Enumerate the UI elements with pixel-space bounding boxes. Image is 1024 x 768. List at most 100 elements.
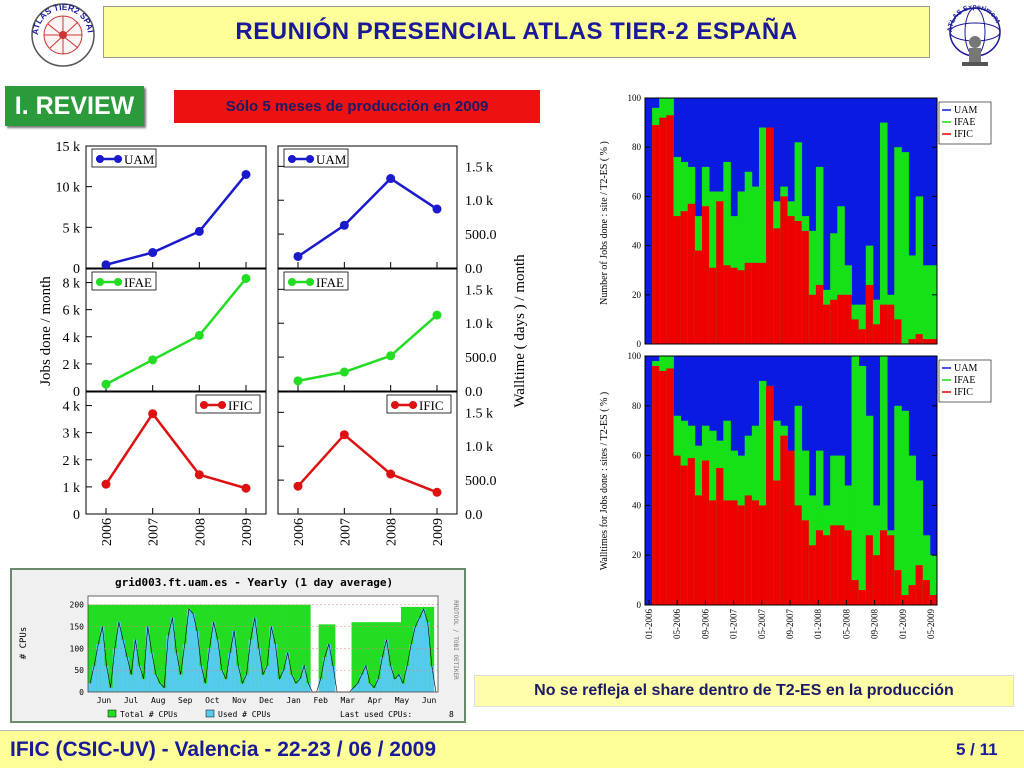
y-tick-label: 80 — [632, 142, 642, 152]
y-tick-label: 60 — [632, 451, 642, 461]
ifae-bar — [709, 191, 717, 344]
ific-bar — [787, 450, 795, 605]
data-point — [101, 260, 111, 270]
series-line — [104, 411, 247, 490]
page-number: 5 / 11 — [956, 740, 998, 759]
used-cpus-bar — [112, 648, 118, 692]
x-tick-label: Nov — [232, 696, 247, 705]
data-point — [148, 355, 158, 365]
data-point — [293, 251, 303, 261]
ifae-bar — [915, 480, 924, 605]
data-point — [432, 310, 442, 320]
legend-box — [91, 148, 157, 168]
y-tick-label: 80 — [632, 401, 642, 411]
ific-bar — [929, 595, 938, 605]
atlas-tier2-spain-logo: ATLAS TIER2 SPAIN — [28, 2, 96, 67]
used-cpus-bar — [425, 622, 431, 692]
legend-label: IFIC — [419, 398, 444, 413]
legend-marker — [96, 155, 104, 163]
total-cpus-bar — [376, 622, 381, 692]
legend-marker — [306, 155, 314, 163]
y-tick-label: 8 k — [63, 277, 81, 292]
y-tick-label: 20 — [632, 550, 642, 560]
cpu-graph-ylabel: # CPUs — [19, 627, 29, 660]
ific-bar — [709, 267, 717, 344]
x-tick-label: Mar — [341, 696, 356, 705]
data-point — [241, 273, 251, 283]
total-cpus-bar — [372, 622, 377, 692]
data-point — [293, 481, 303, 491]
used-cpus-bar — [199, 665, 204, 692]
y-tick-label: 0.0 — [465, 385, 483, 400]
y-tick-label: 6 k — [63, 304, 81, 319]
used-cpus-bar — [376, 678, 381, 692]
ific-bar — [844, 294, 852, 344]
legend-marker — [391, 401, 399, 409]
ifae-bar — [830, 233, 838, 344]
used-cpus-bar — [158, 683, 163, 692]
cpu-graph-side-label: RRDTOOL / TOBI OETIKER — [452, 600, 459, 680]
y-tick-label: 0 — [79, 688, 84, 697]
ific-bar — [687, 203, 696, 344]
y-tick-label: 1.5 k — [465, 406, 493, 421]
used-cpus-bar — [174, 652, 179, 692]
used-cpus-bar — [372, 687, 377, 692]
y-tick-label: 2 k — [63, 454, 81, 469]
ific-bar — [794, 505, 803, 605]
ific-bar — [830, 525, 838, 605]
ifae-bar — [929, 265, 938, 344]
ific-bar — [823, 304, 831, 344]
ific-bar — [880, 530, 888, 605]
data-point — [293, 376, 303, 386]
total-cpus-bar — [141, 604, 146, 692]
legend-swatch — [107, 709, 117, 718]
total-cpus-bar — [359, 622, 365, 692]
data-point — [148, 248, 158, 258]
used-cpus-bar — [269, 626, 274, 692]
total-cpus-bar — [396, 622, 402, 692]
total-cpus-bar — [351, 622, 356, 692]
x-tick-label: 01-2009 — [898, 609, 908, 639]
y-tick-label: 0 — [637, 600, 642, 610]
ific-bar — [801, 520, 810, 605]
used-cpus-bar — [355, 683, 361, 692]
used-cpus-bar — [162, 687, 167, 692]
legend-marker — [96, 278, 104, 286]
used-cpus-bar — [322, 657, 328, 692]
x-tick-label: Feb — [313, 696, 328, 705]
total-cpus-bar — [244, 604, 249, 692]
ific-bar — [701, 206, 710, 344]
y-tick-label: 150 — [70, 623, 85, 632]
ific-bar — [915, 565, 924, 605]
ific-bar — [815, 530, 824, 605]
series-line — [105, 277, 247, 386]
y-tick-label: 200 — [70, 601, 85, 610]
used-cpus-bar — [88, 683, 93, 692]
used-cpus-bar — [289, 674, 295, 692]
walltime-share-ylabel: Walltimes for Jobs done : sites / T2-ES … — [599, 392, 610, 570]
used-cpus-bar — [417, 617, 422, 692]
ific-bar — [716, 468, 724, 605]
ific-bar — [709, 500, 717, 605]
ific-bar — [858, 590, 867, 605]
y-tick-label: 0 — [73, 385, 80, 400]
used-cpus-bar — [141, 678, 146, 692]
ific-bar — [929, 339, 938, 344]
ific-bar — [730, 500, 738, 605]
y-tick-label: 3 k — [63, 427, 81, 442]
ifae-bar — [723, 161, 731, 344]
y-tick-label: 4 k — [63, 331, 81, 346]
legend-label: UAM — [954, 105, 977, 116]
ifae-bar — [758, 380, 767, 605]
used-cpus-bar — [380, 657, 385, 692]
ific-bar — [680, 465, 689, 605]
x-tick-label: Apr — [368, 696, 383, 705]
y-tick-label: 0.0 — [465, 262, 483, 277]
ific-bar — [687, 458, 696, 605]
y-tick-label: 20 — [632, 290, 642, 300]
x-tick-label: 2007 — [147, 518, 162, 546]
legend-marker — [218, 401, 226, 409]
used-cpus-bar — [104, 665, 109, 692]
used-cpus-bar — [265, 665, 270, 692]
used-cpus-bar — [182, 644, 188, 692]
